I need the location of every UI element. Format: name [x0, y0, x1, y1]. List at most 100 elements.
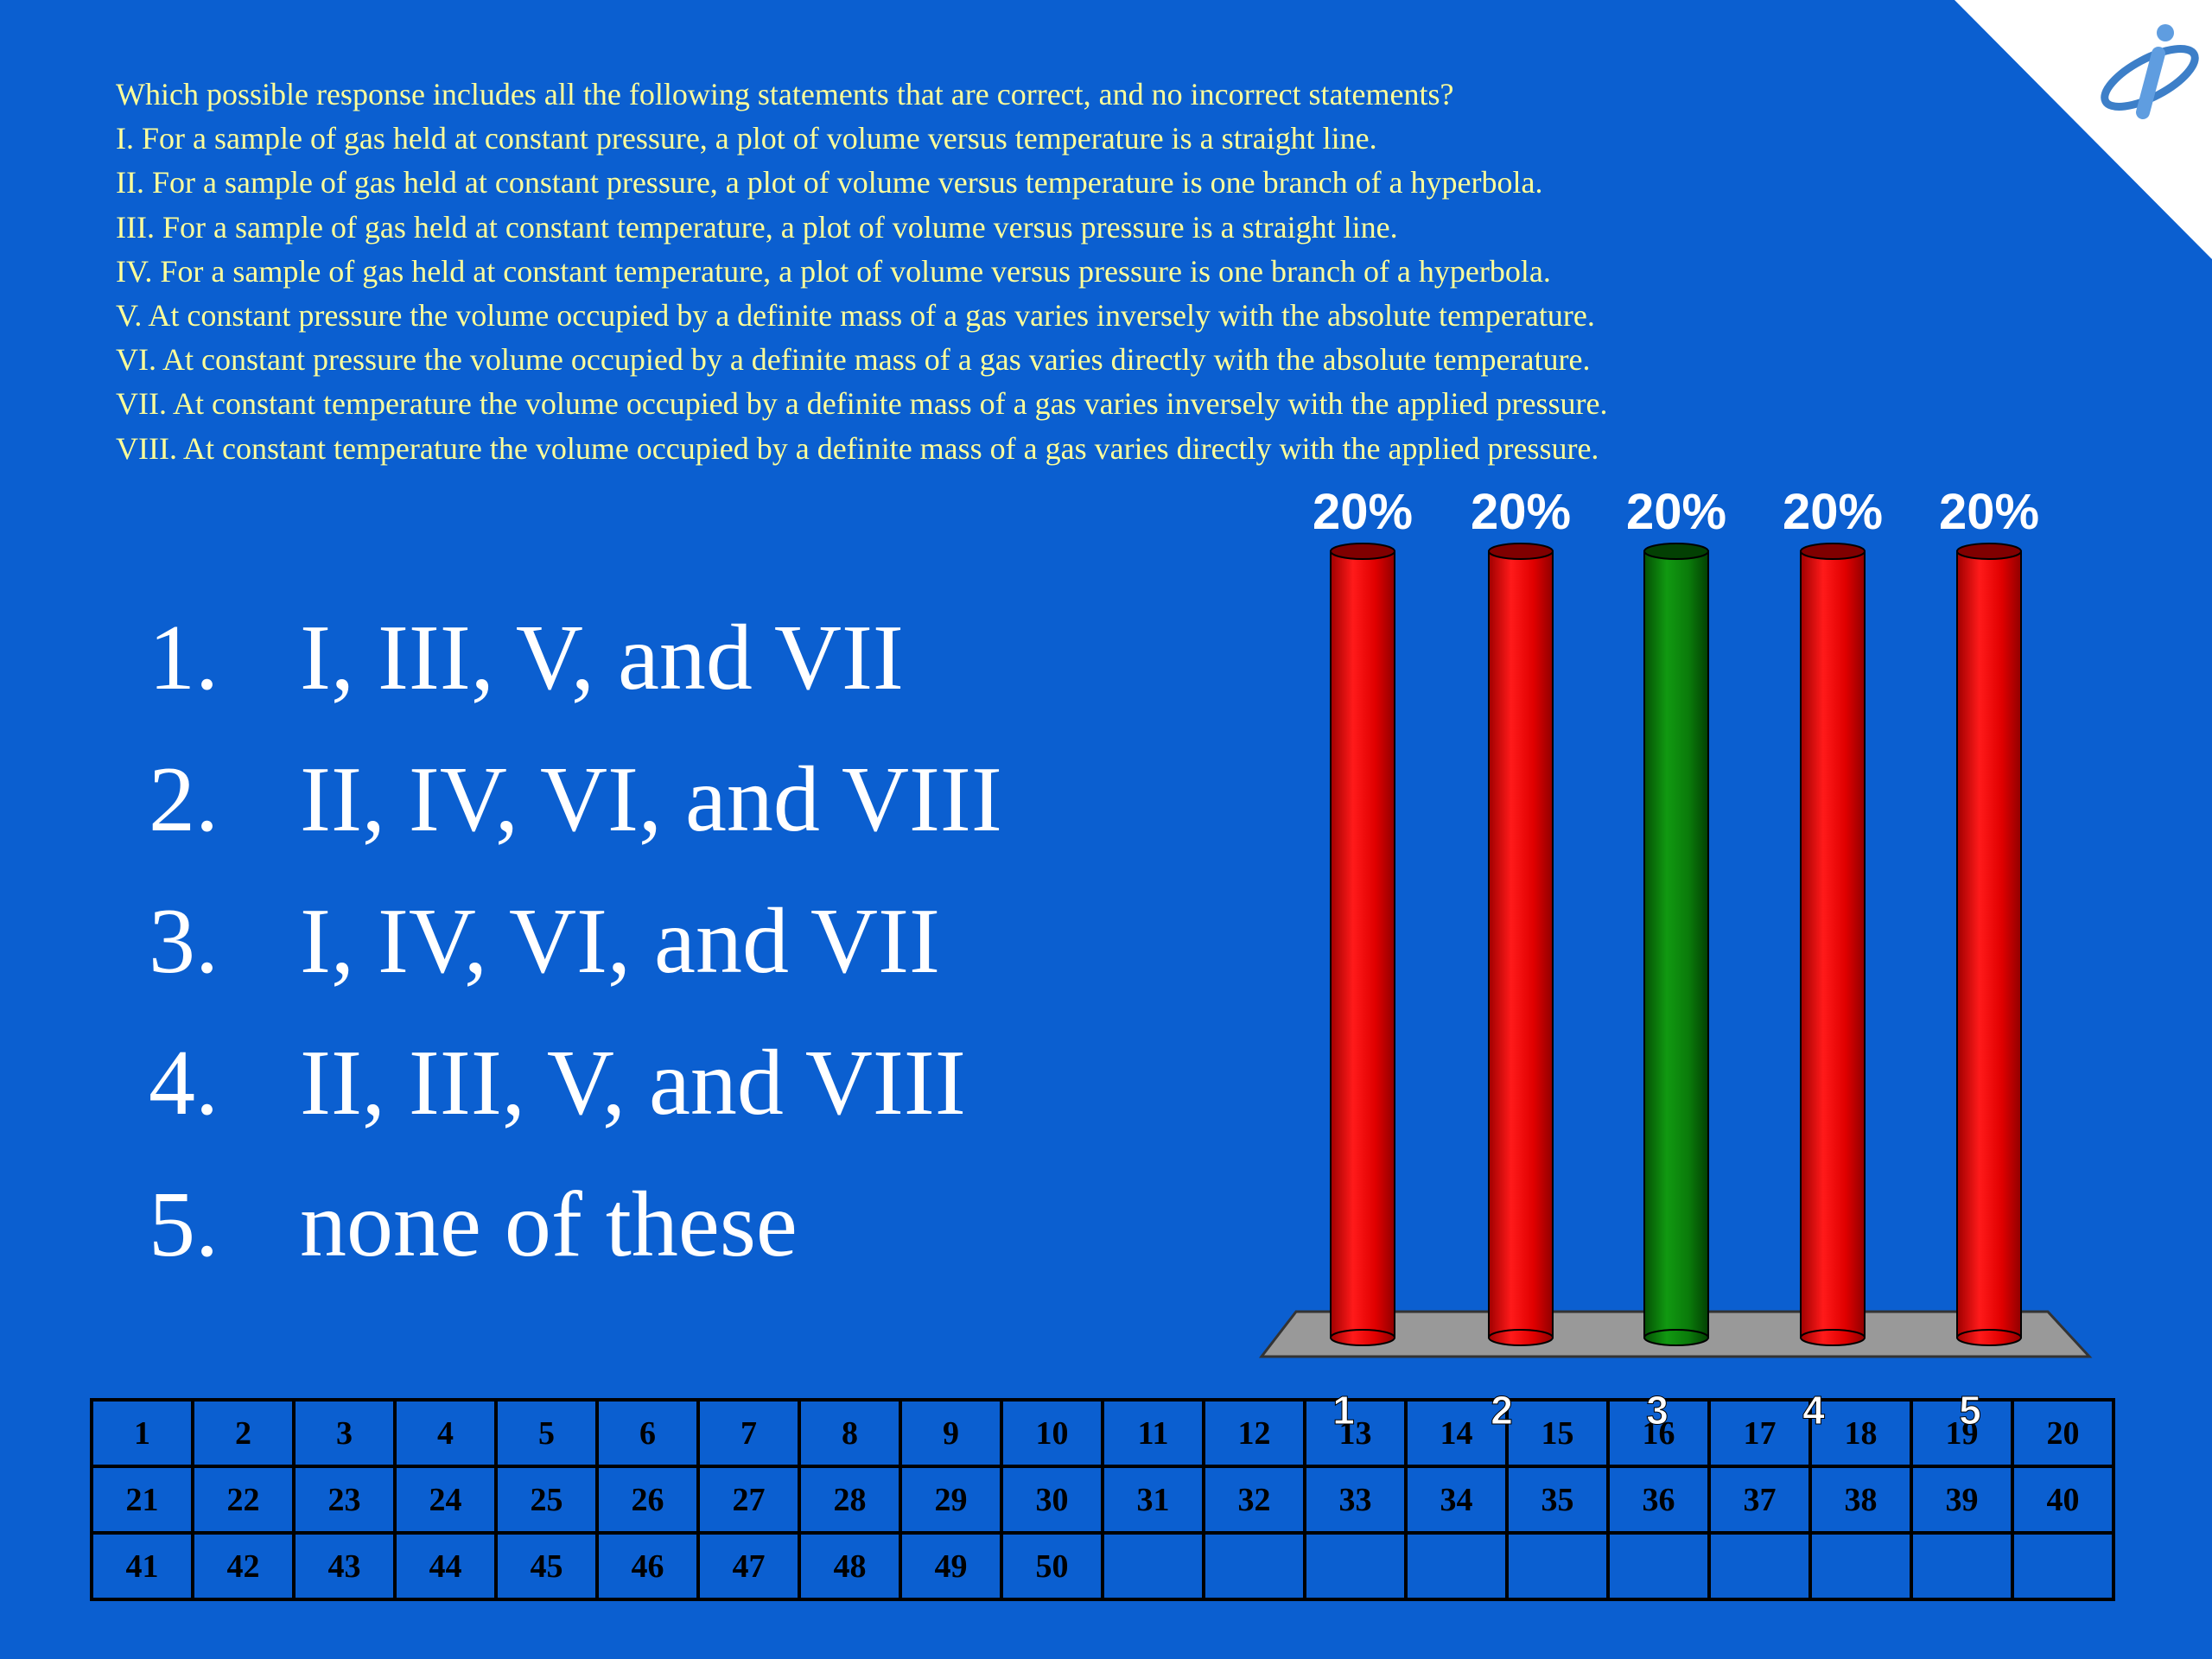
statement-2: II. For a sample of gas held at constant…: [116, 165, 1543, 200]
responder-cell: 49: [899, 1531, 1003, 1601]
responder-cell: 5: [494, 1398, 599, 1468]
responder-grid-row: 1 2 3 4 5 6 7 8 9 10 11 12 13 14 15 16 17 18 19 20: [90, 1398, 2115, 1468]
responder-cell: 36: [1606, 1465, 1711, 1535]
responder-cell: 32: [1202, 1465, 1306, 1535]
value-label-3: 20%: [1626, 484, 1726, 540]
answer-option-3[interactable]: 3. I, IV, VI, and VII: [149, 871, 1002, 1013]
responder-cell: [1910, 1531, 2014, 1601]
value-label-2: 20%: [1471, 484, 1571, 540]
value-label-4: 20%: [1783, 484, 1883, 540]
corner-triangle: [1955, 0, 2212, 259]
bar-2: [1488, 543, 1554, 1346]
responder-cell: [1101, 1531, 1205, 1601]
answer-option-1[interactable]: 1. I, III, V, and VII: [149, 588, 1002, 729]
responder-cell: 38: [1808, 1465, 1913, 1535]
responder-grid-row: 21 22 23 24 25 26 27 28 29 30 31 32 33 34 35 36 37 38 39 40: [90, 1465, 2115, 1535]
responder-cell: [1808, 1531, 1913, 1601]
question-prompt: Which possible response includes all the…: [116, 77, 1454, 111]
value-label-1: 20%: [1313, 484, 1413, 540]
responder-cell: 40: [2011, 1465, 2115, 1535]
responder-cell: 26: [595, 1465, 700, 1535]
answer-option-4[interactable]: 4. II, III, V, and VIII: [149, 1013, 1002, 1154]
answer-text: I, III, V, and VII: [300, 607, 904, 709]
responder-cell: 2: [191, 1398, 296, 1468]
responder-cell: 28: [798, 1465, 902, 1535]
answer-text: II, III, V, and VIII: [300, 1032, 966, 1135]
responder-cell: 45: [494, 1531, 599, 1601]
responder-cell: 8: [798, 1398, 902, 1468]
answer-option-5[interactable]: 5. none of these: [149, 1154, 1002, 1296]
responder-cell: 37: [1707, 1465, 1812, 1535]
responder-cell: 50: [1000, 1531, 1104, 1601]
responder-cell: 47: [696, 1531, 801, 1601]
bar-correct-3: [1643, 543, 1709, 1346]
responder-cell: 23: [292, 1465, 397, 1535]
responder-cell: 34: [1404, 1465, 1509, 1535]
responder-cell: [1707, 1531, 1812, 1601]
responder-cell: 29: [899, 1465, 1003, 1535]
responder-cell: 14: [1404, 1398, 1509, 1468]
responder-cell: 19: [1910, 1398, 2014, 1468]
responder-cell: 13: [1303, 1398, 1408, 1468]
responder-cell: 1: [90, 1398, 194, 1468]
responder-cell: 41: [90, 1531, 194, 1601]
responder-cell: 18: [1808, 1398, 1913, 1468]
responder-cell: 31: [1101, 1465, 1205, 1535]
question-block: Which possible response includes all the…: [116, 73, 1607, 471]
answer-option-2[interactable]: 2. II, IV, VI, and VIII: [149, 729, 1002, 871]
responder-cell: 33: [1303, 1465, 1408, 1535]
responder-cell: 44: [393, 1531, 498, 1601]
responder-cell: [1606, 1531, 1711, 1601]
responder-cell: [1404, 1531, 1509, 1601]
statement-4: IV. For a sample of gas held at constant…: [116, 253, 1551, 289]
statement-6: VI. At constant pressure the volume occu…: [116, 342, 1591, 378]
responder-cell: 30: [1000, 1465, 1104, 1535]
answer-list: 1. I, III, V, and VII 2. II, IV, VI, and…: [149, 588, 1002, 1296]
responder-cell: [1303, 1531, 1408, 1601]
responder-grid: 1 2 3 4 5 6 7 8 9 10 11 12 13 14 15 16 17 18 19 20 21 22 23 24 2…: [90, 1398, 2115, 1601]
bar-5: [1956, 543, 2022, 1346]
answer-number: 1.: [149, 607, 219, 709]
answer-number: 3.: [149, 890, 219, 993]
responder-cell: 35: [1505, 1465, 1610, 1535]
statement-3: III. For a sample of gas held at constan…: [116, 209, 1398, 245]
responder-cell: 12: [1202, 1398, 1306, 1468]
statement-7: VII. At constant temperature the volume …: [116, 386, 1608, 422]
answer-text: I, IV, VI, and VII: [300, 890, 940, 993]
responder-cell: 21: [90, 1465, 194, 1535]
responder-cell: 3: [292, 1398, 397, 1468]
responder-cell: 11: [1101, 1398, 1205, 1468]
answer-number: 5.: [149, 1173, 219, 1276]
responder-cell: [1505, 1531, 1610, 1601]
responder-cell: 10: [1000, 1398, 1104, 1468]
value-label-5: 20%: [1939, 484, 2039, 540]
responder-cell: 22: [191, 1465, 296, 1535]
info-i-logo-icon: [2101, 24, 2199, 119]
statement-5: V. At constant pressure the volume occup…: [116, 298, 1595, 334]
responder-cell: 25: [494, 1465, 599, 1535]
responder-cell: 9: [899, 1398, 1003, 1468]
answer-number: 2.: [149, 748, 219, 851]
responder-cell: 16: [1606, 1398, 1711, 1468]
statement-8: VIII. At constant temperature the volume…: [116, 430, 1599, 466]
responder-cell: 4: [393, 1398, 498, 1468]
responder-cell: 42: [191, 1531, 296, 1601]
bar-1: [1330, 543, 1395, 1346]
responder-cell: 6: [595, 1398, 700, 1468]
answer-text: none of these: [300, 1173, 798, 1276]
answer-number: 4.: [149, 1032, 219, 1135]
responder-grid-row: 41 42 43 44 45 46 47 48 49 50: [90, 1531, 2115, 1601]
responder-cell: 46: [595, 1531, 700, 1601]
statement-1: I. For a sample of gas held at constant …: [116, 121, 1377, 156]
responder-cell: 7: [696, 1398, 801, 1468]
responder-cell: 39: [1910, 1465, 2014, 1535]
responder-cell: [2011, 1531, 2115, 1601]
responder-cell: 43: [292, 1531, 397, 1601]
bar-4: [1800, 543, 1866, 1346]
responder-cell: 27: [696, 1465, 801, 1535]
responder-cell: 15: [1505, 1398, 1610, 1468]
responder-cell: 17: [1707, 1398, 1812, 1468]
responder-cell: [1202, 1531, 1306, 1601]
